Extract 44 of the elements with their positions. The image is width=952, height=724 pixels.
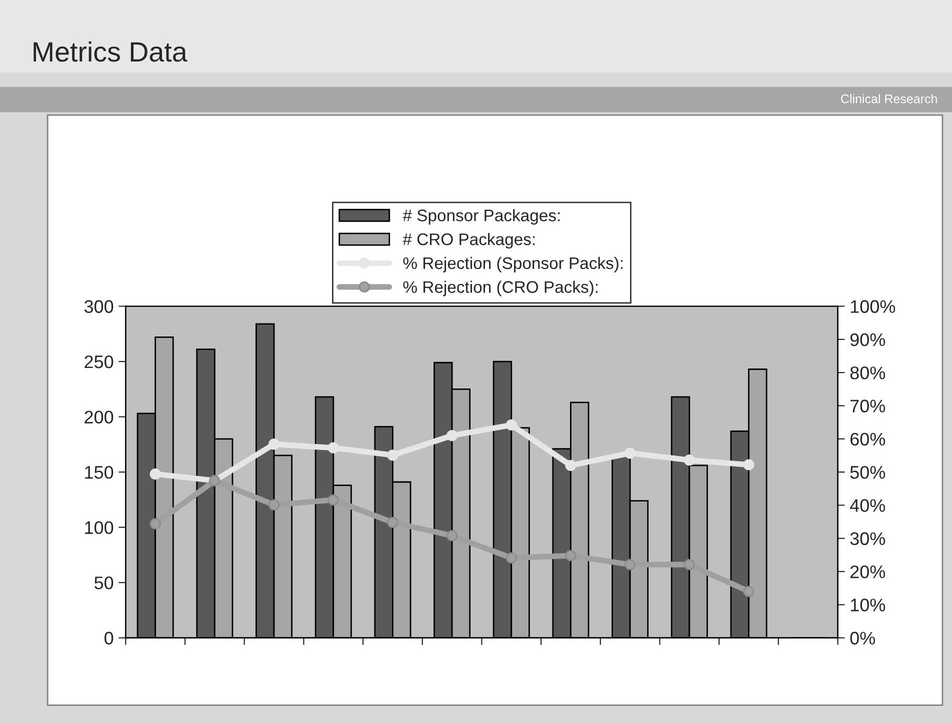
y-tick-label: 150 xyxy=(85,466,114,479)
legend-label: # Sponsor Packages: xyxy=(402,209,560,225)
point xyxy=(624,448,636,459)
y-tick-label: 50 xyxy=(94,576,114,590)
point xyxy=(268,438,280,450)
point xyxy=(506,552,517,564)
point xyxy=(743,459,754,470)
y2-tick-label: 90% xyxy=(850,333,886,346)
text: Clinical Research xyxy=(841,94,937,104)
y2-tick-label: 30% xyxy=(850,532,886,546)
y2-tick-label: 50% xyxy=(850,466,886,479)
legend-label: % Rejection (Sponsor Packs): xyxy=(403,256,623,272)
y-tick-label: 300 xyxy=(84,300,114,313)
legend-label: # CRO Packages: xyxy=(402,232,535,249)
legend-label: % Rejection (CRO Packs): xyxy=(403,280,598,296)
point xyxy=(684,559,695,570)
point xyxy=(624,559,636,570)
y2-tick-label: 100% xyxy=(850,300,896,313)
point xyxy=(268,499,280,510)
point xyxy=(328,494,339,506)
point xyxy=(743,586,754,597)
point xyxy=(328,442,339,454)
y2-tick-label: 0% xyxy=(850,632,876,645)
point xyxy=(684,454,695,466)
point xyxy=(565,460,576,471)
point xyxy=(150,468,161,480)
point xyxy=(506,419,517,431)
y-tick-label: 250 xyxy=(84,355,114,368)
y2-tick-label: 80% xyxy=(850,366,886,380)
y-tick-label: 0 xyxy=(104,632,114,645)
chart-title: Metrics Data xyxy=(34,41,188,62)
y2-tick-label: 10% xyxy=(850,598,886,612)
y2-tick-label: 70% xyxy=(850,400,886,412)
y-tick-label: 100 xyxy=(85,521,114,534)
point xyxy=(446,430,458,442)
y2-tick-label: 40% xyxy=(850,499,886,512)
y2-tick-label: 60% xyxy=(850,432,886,446)
point xyxy=(150,518,161,530)
point xyxy=(565,550,576,562)
point xyxy=(387,450,398,461)
point xyxy=(446,530,458,542)
y-tick-label: 200 xyxy=(84,410,114,424)
point xyxy=(387,516,398,528)
y2-tick-label: 20% xyxy=(850,565,886,578)
